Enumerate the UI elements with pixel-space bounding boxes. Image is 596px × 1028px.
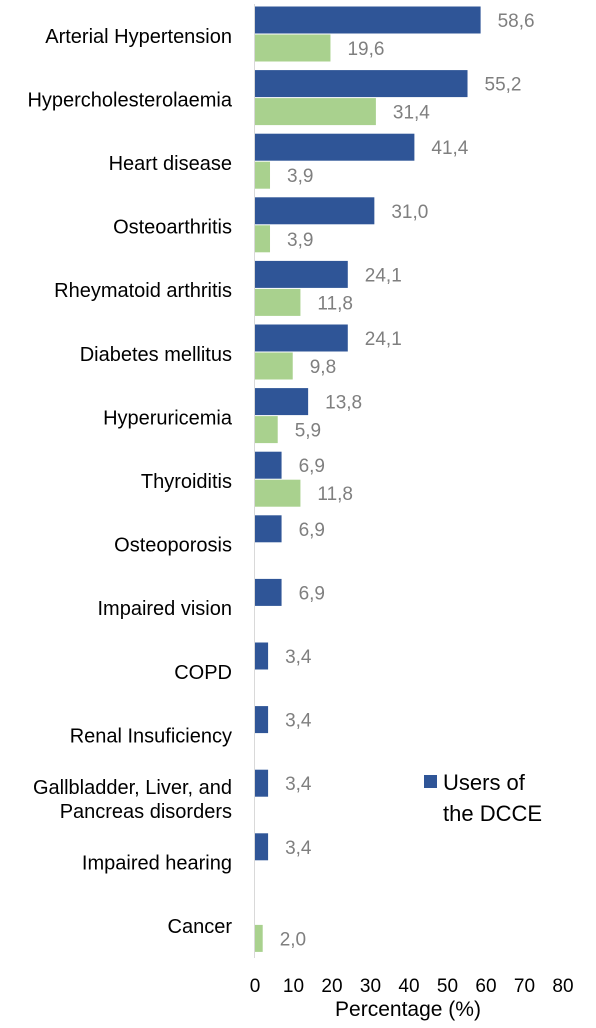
- value-label: 6,9: [299, 520, 325, 541]
- legend: Users of the DCCE: [424, 770, 542, 826]
- bar-series-2: [255, 225, 271, 253]
- x-tick-label: 40: [398, 976, 419, 997]
- x-axis-ticks: 0 10 20 30 40 50 60 70 80: [250, 976, 574, 997]
- category-label: Rheymatoid arthritis: [54, 280, 232, 302]
- value-label: 11,8: [317, 293, 353, 314]
- category-label: COPD: [174, 662, 232, 684]
- category-label: Pancreas disorders: [60, 801, 232, 823]
- bar-users-dcce: [255, 451, 282, 479]
- value-label: 3,4: [285, 647, 312, 668]
- value-labels-layer: 58,6 19,6 55,2 31,441,4 3,9 31,0 3,9 24,1 11,8 24…: [280, 11, 535, 950]
- value-label: 6,9: [299, 456, 325, 477]
- category-label: Impaired vision: [97, 598, 232, 620]
- legend-swatch-users-dcce: [424, 775, 437, 788]
- value-label: 41,4: [431, 138, 468, 159]
- category-labels-layer: Arterial Hypertension Hypercholesterolaem…: [27, 26, 232, 938]
- value-label: 3,4: [285, 838, 312, 859]
- value-label: 58,6: [498, 11, 535, 32]
- bar-users-dcce: [255, 578, 282, 606]
- category-label: Osteoarthritis: [113, 217, 232, 239]
- x-tick-label: 30: [360, 976, 381, 997]
- value-label: 31,0: [391, 202, 428, 223]
- bar-series-2: [255, 924, 263, 952]
- value-label: 19,6: [347, 39, 384, 60]
- bar-users-dcce: [255, 642, 269, 670]
- x-tick-label: 60: [475, 976, 496, 997]
- value-label: 6,9: [299, 583, 325, 604]
- bar-users-dcce: [255, 197, 375, 225]
- value-label: 3,9: [287, 166, 313, 187]
- bar-users-dcce: [255, 70, 468, 98]
- bar-series-2: [255, 288, 301, 316]
- category-label: Heart disease: [109, 153, 232, 175]
- category-label: Impaired hearing: [82, 853, 232, 875]
- bar-users-dcce: [255, 769, 269, 797]
- category-label: Renal Insuficiency: [70, 725, 232, 747]
- category-label: Hypercholesterolaemia: [27, 89, 232, 111]
- bar-series-2: [255, 161, 271, 189]
- bar-series-2: [255, 98, 376, 126]
- value-label: 55,2: [485, 75, 522, 96]
- bar-series-2: [255, 34, 331, 62]
- value-label: 24,1: [365, 329, 402, 350]
- x-tick-label: 20: [321, 976, 342, 997]
- value-label: 3,4: [285, 774, 312, 795]
- bar-users-dcce: [255, 324, 348, 352]
- category-label: Arterial Hypertension: [45, 26, 232, 48]
- category-label: Osteoporosis: [114, 535, 232, 557]
- category-label: Thyroiditis: [141, 471, 232, 493]
- x-tick-label: 80: [552, 976, 573, 997]
- value-label: 11,8: [317, 484, 353, 505]
- bar-series-2: [255, 352, 293, 380]
- value-label: 2,0: [280, 929, 306, 950]
- value-label: 9,8: [310, 357, 336, 378]
- value-label: 31,4: [393, 103, 430, 124]
- x-tick-label: 0: [250, 976, 261, 997]
- value-label: 24,1: [365, 265, 402, 286]
- x-tick-label: 70: [514, 976, 535, 997]
- bar-users-dcce: [255, 833, 269, 861]
- bars-layer: [255, 6, 481, 952]
- bar-series-2: [255, 479, 301, 507]
- value-label: 5,9: [295, 421, 321, 442]
- x-tick-label: 50: [437, 976, 458, 997]
- legend-label-users-dcce: Users of the DCCE: [443, 770, 542, 826]
- value-label: 3,4: [285, 711, 312, 732]
- bar-users-dcce: [255, 706, 269, 734]
- legend-label-line: the DCCE: [443, 801, 542, 826]
- value-label: 13,8: [325, 393, 362, 414]
- bar-users-dcce: [255, 515, 282, 543]
- x-tick-label: 10: [283, 976, 304, 997]
- bar-series-2: [255, 416, 278, 444]
- bar-users-dcce: [255, 133, 415, 161]
- legend-label-line: Users of: [443, 770, 526, 795]
- value-label: 3,9: [287, 230, 313, 251]
- bar-users-dcce: [255, 6, 481, 34]
- x-axis-title: Percentage (%): [335, 998, 481, 1021]
- category-label: Hyperuricemia: [103, 407, 233, 429]
- bar-users-dcce: [255, 388, 309, 416]
- bar-users-dcce: [255, 260, 348, 288]
- category-label: Cancer: [168, 916, 233, 938]
- category-label: Diabetes mellitus: [80, 344, 232, 366]
- category-label: Gallbladder, Liver, and: [33, 777, 232, 799]
